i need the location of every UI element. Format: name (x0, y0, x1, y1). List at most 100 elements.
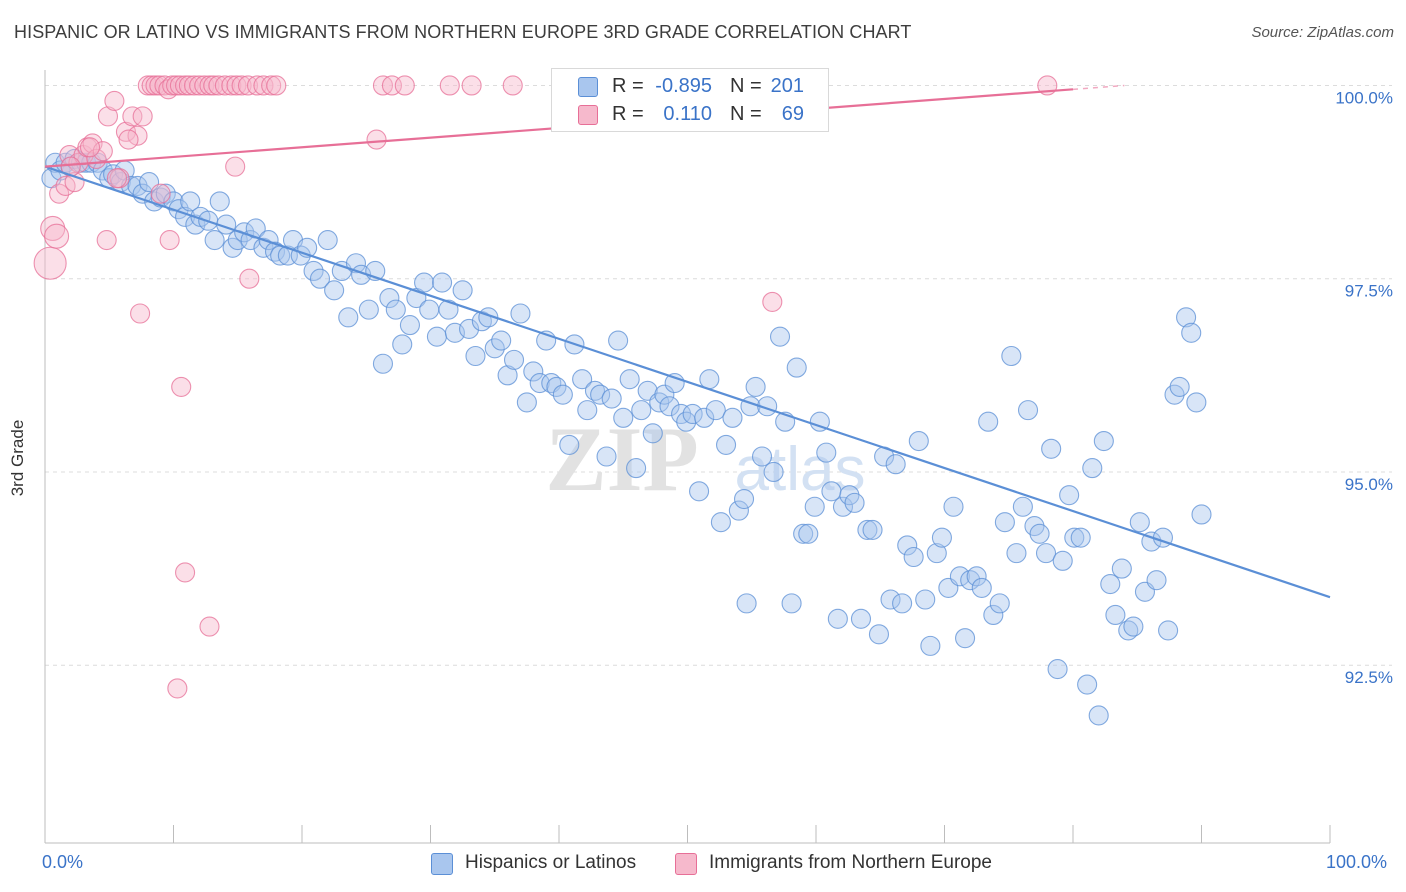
northern-europe-point (44, 223, 70, 249)
hispanic-point (926, 543, 947, 564)
northern-europe-point (97, 106, 119, 127)
stats-legend-row-pink: R = 0.110 N = 69 (552, 101, 828, 129)
hispanic-point (654, 384, 675, 405)
hispanic-point (1191, 504, 1212, 525)
hispanic-point (844, 492, 865, 513)
hispanic-point (745, 376, 766, 397)
northern-europe-point (79, 137, 101, 158)
hispanic-point (180, 191, 201, 212)
northern-europe-point (118, 129, 139, 150)
hispanic-point (465, 345, 486, 367)
hispanic-point (458, 318, 480, 340)
hispanic-point (471, 311, 492, 332)
northern-europe-point (261, 75, 282, 96)
northern-europe-point (132, 106, 153, 127)
hispanic-point (596, 446, 617, 467)
hispanic-point (372, 353, 394, 374)
hispanic-point (497, 365, 518, 386)
hispanic-point (452, 280, 473, 301)
watermark-atlas: atlas (735, 435, 866, 504)
hispanic-point (781, 593, 802, 614)
hispanic-point (809, 411, 830, 432)
hispanic-point (385, 299, 406, 320)
x-axis-min-label: 0.0% (42, 852, 84, 872)
hispanic-point (868, 624, 890, 645)
northern-europe-point (82, 133, 103, 154)
hispanic-point (897, 535, 918, 556)
northern-europe-point (502, 75, 523, 96)
northern-europe-point (40, 215, 66, 242)
hispanic-point (949, 566, 970, 587)
northern-europe-point (49, 183, 70, 204)
northern-europe-point (154, 75, 175, 96)
hispanic-point (920, 635, 941, 656)
hispanic-point (613, 407, 634, 428)
northern-europe-point (239, 268, 260, 289)
northern-europe-point (203, 75, 224, 96)
legend-label: Immigrants from Northern Europe (709, 852, 992, 873)
hispanic-trend-line (44, 165, 1331, 599)
hispanic-point (1169, 376, 1190, 397)
stats-legend: R = -0.895 N = 201 R = 0.110 N = 69 (551, 68, 829, 132)
hispanic-point (1064, 527, 1085, 548)
northern-europe-point (199, 616, 220, 637)
northern-europe-point (175, 562, 196, 583)
hispanic-point (559, 434, 580, 455)
hispanic-point (432, 272, 453, 293)
hispanic-point (1070, 527, 1091, 548)
hispanic-point (1181, 322, 1202, 343)
y-tick-label: 100.0% (1335, 88, 1393, 107)
r-value: -0.895 (655, 75, 712, 97)
hispanic-point (793, 523, 814, 544)
northern-europe-trend-extension (1072, 84, 1125, 91)
hispanic-point (619, 369, 640, 390)
hispanic-point (1035, 543, 1057, 564)
hispanic-point (769, 326, 791, 347)
hispanic-point (960, 570, 981, 591)
hispanic-point (345, 253, 367, 274)
hispanic-point (529, 373, 550, 394)
r-label: R = (612, 75, 644, 97)
hispanic-point (577, 400, 598, 421)
northern-europe-point (106, 168, 128, 189)
hispanic-point (258, 230, 279, 251)
northern-europe-point (439, 75, 460, 96)
hispanic-point (955, 628, 976, 649)
hispanic-point (705, 400, 726, 421)
hispanic-point (682, 403, 703, 425)
hispanic-point (631, 400, 652, 421)
northern-europe-point (115, 121, 137, 142)
hispanic-point (1047, 659, 1068, 680)
northern-europe-point (762, 291, 783, 312)
hispanic-point (1129, 512, 1150, 533)
hispanic-point (880, 589, 901, 610)
hispanic-point (642, 423, 663, 444)
northern-europe-point (171, 376, 192, 397)
northern-europe-point (96, 230, 117, 251)
n-value: 201 (770, 75, 804, 97)
hispanic-point (1077, 674, 1098, 695)
hispanic-point (414, 272, 435, 293)
hispanic-point (338, 307, 359, 328)
series-legend: Hispanics or Latinos Immigrants from Nor… (0, 852, 1406, 878)
hispanic-point (857, 519, 878, 540)
hispanic-point (1012, 496, 1033, 517)
hispanic-point (694, 407, 715, 428)
hispanic-point (821, 481, 842, 502)
hispanic-point (601, 388, 622, 409)
y-tick-label: 97.5% (1345, 282, 1393, 301)
northern-europe-point (225, 156, 246, 177)
hispanic-point (715, 434, 737, 455)
hispanic-point (1059, 485, 1080, 506)
hispanic-point (209, 191, 230, 212)
legend-swatch-pink (675, 853, 697, 875)
hispanic-point (1186, 392, 1207, 413)
hispanic-point (1146, 570, 1167, 591)
hispanic-point (626, 458, 647, 479)
northern-europe-point (231, 75, 252, 96)
hispanic-point (155, 183, 176, 204)
r-label: R = (612, 103, 644, 125)
northern-europe-point (167, 678, 188, 699)
northern-europe-point (104, 90, 125, 111)
